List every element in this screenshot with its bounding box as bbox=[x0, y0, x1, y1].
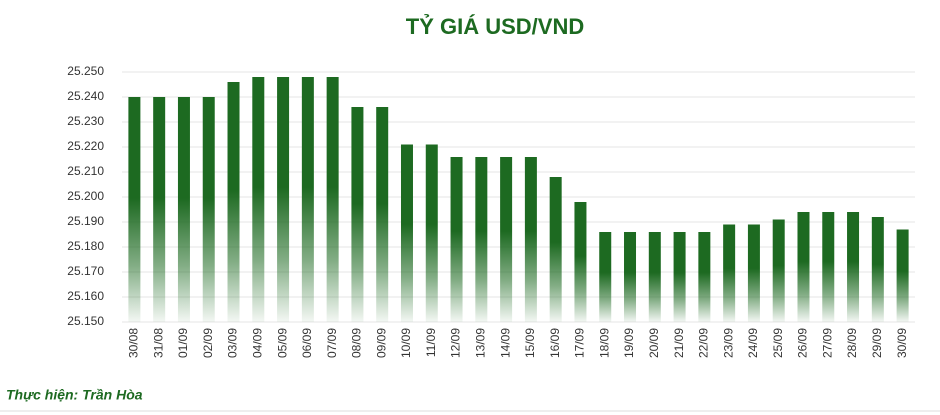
bar bbox=[847, 212, 860, 322]
bar bbox=[153, 97, 166, 322]
x-tick-label: 30/08 bbox=[127, 328, 141, 358]
bar bbox=[128, 97, 141, 322]
x-tick-label: 19/09 bbox=[622, 328, 636, 358]
x-tick-label: 20/09 bbox=[647, 328, 661, 358]
x-tick-label: 28/09 bbox=[845, 328, 859, 358]
x-tick-label: 22/09 bbox=[697, 328, 711, 358]
x-tick-label: 13/09 bbox=[474, 328, 488, 358]
x-tick-label: 17/09 bbox=[573, 328, 587, 358]
bar bbox=[698, 232, 711, 322]
note: Thực hiện: Trần Hòa bbox=[6, 387, 143, 403]
bar bbox=[624, 232, 637, 322]
bar bbox=[574, 202, 587, 322]
x-tick-label: 03/09 bbox=[226, 328, 240, 358]
bar bbox=[351, 107, 364, 322]
y-tick-label: 25.220 bbox=[67, 139, 104, 153]
bar bbox=[772, 219, 785, 322]
x-tick-label: 29/09 bbox=[870, 328, 884, 358]
bar bbox=[376, 107, 389, 322]
bar bbox=[871, 217, 884, 322]
y-tick-label: 25.250 bbox=[67, 64, 104, 78]
bar bbox=[252, 77, 265, 322]
x-tick-label: 14/09 bbox=[498, 328, 512, 358]
x-tick-label: 21/09 bbox=[672, 328, 686, 358]
x-tick-label: 16/09 bbox=[548, 328, 562, 358]
bar bbox=[524, 157, 537, 322]
x-tick-label: 27/09 bbox=[820, 328, 834, 358]
bar bbox=[549, 177, 562, 322]
x-tick-label: 23/09 bbox=[721, 328, 735, 358]
y-tick-label: 25.240 bbox=[67, 89, 104, 103]
x-tick-label: 01/09 bbox=[176, 328, 190, 358]
x-tick-label: 18/09 bbox=[597, 328, 611, 358]
bar bbox=[896, 229, 909, 322]
y-tick-label: 25.230 bbox=[67, 114, 104, 128]
x-tick-label: 24/09 bbox=[746, 328, 760, 358]
x-tick-label: 08/09 bbox=[350, 328, 364, 358]
bar bbox=[673, 232, 686, 322]
x-tick-label: 10/09 bbox=[399, 328, 413, 358]
bar bbox=[822, 212, 835, 322]
bar bbox=[277, 77, 290, 322]
bar bbox=[475, 157, 488, 322]
y-tick-label: 25.150 bbox=[67, 314, 104, 328]
bar bbox=[400, 144, 413, 322]
x-tick-label: 02/09 bbox=[201, 328, 215, 358]
bar bbox=[797, 212, 810, 322]
y-tick-label: 25.200 bbox=[67, 189, 104, 203]
x-tick-label: 06/09 bbox=[300, 328, 314, 358]
bar bbox=[648, 232, 661, 322]
x-tick-label: 04/09 bbox=[250, 328, 264, 358]
bar bbox=[326, 77, 339, 322]
x-tick-label: 07/09 bbox=[325, 328, 339, 358]
x-tick-label: 25/09 bbox=[771, 328, 785, 358]
y-tick-label: 25.160 bbox=[67, 289, 104, 303]
x-tick-label: 15/09 bbox=[523, 328, 537, 358]
bar bbox=[599, 232, 612, 322]
bar bbox=[301, 77, 314, 322]
y-tick-label: 25.210 bbox=[67, 164, 104, 178]
y-tick-label: 25.180 bbox=[67, 239, 104, 253]
bar bbox=[450, 157, 463, 322]
bar bbox=[747, 224, 760, 322]
bar bbox=[177, 97, 190, 322]
chart-title: TỶ GIÁ USD/VND bbox=[406, 14, 584, 39]
bar bbox=[425, 144, 438, 322]
bar bbox=[500, 157, 513, 322]
x-tick-label: 12/09 bbox=[449, 328, 463, 358]
x-tick-label: 11/09 bbox=[424, 328, 438, 357]
y-tick-label: 25.170 bbox=[67, 264, 104, 278]
y-tick-label: 25.190 bbox=[67, 214, 104, 228]
x-tick-label: 26/09 bbox=[796, 328, 810, 358]
x-tick-label: 31/08 bbox=[151, 328, 165, 358]
bar bbox=[723, 224, 736, 322]
bar bbox=[227, 82, 240, 322]
bar bbox=[202, 97, 215, 322]
x-tick-label: 30/09 bbox=[895, 328, 909, 358]
x-tick-label: 09/09 bbox=[374, 328, 388, 358]
x-tick-label: 05/09 bbox=[275, 328, 289, 358]
